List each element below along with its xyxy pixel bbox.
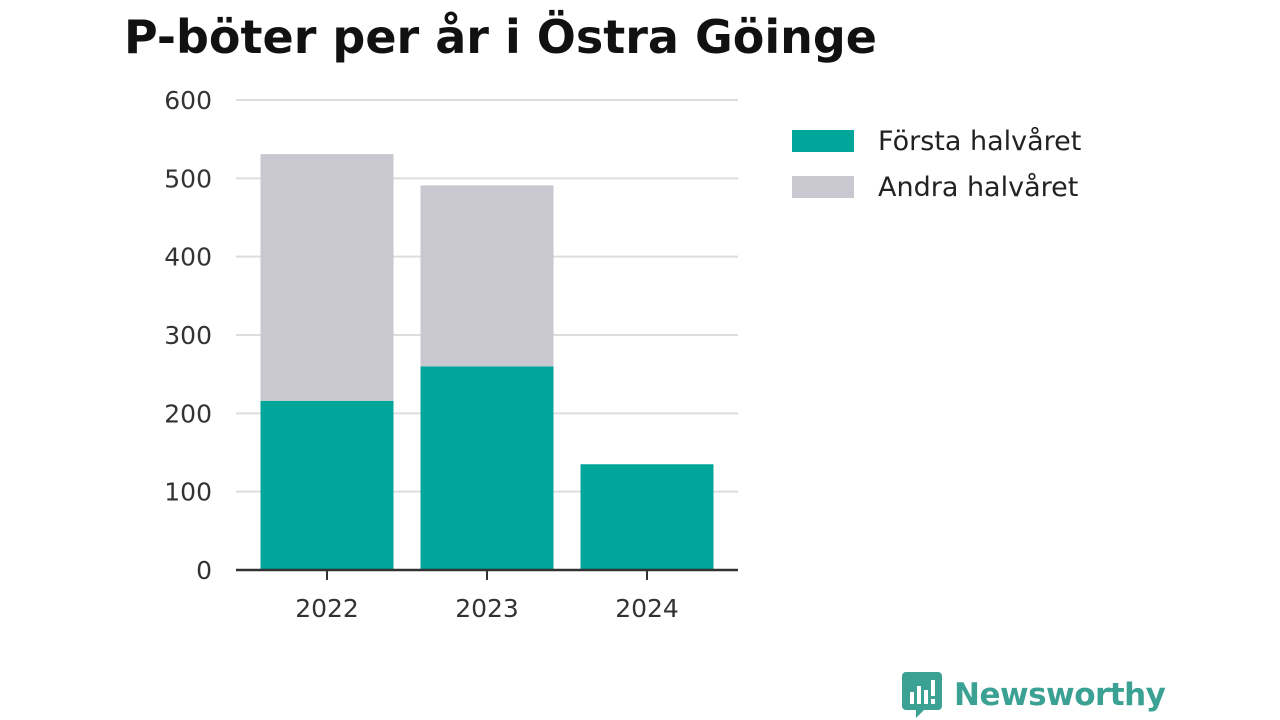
bar-first-half-2024 xyxy=(580,464,714,570)
legend-label-second-half: Andra halvåret xyxy=(878,171,1079,203)
brand: Newsworthy xyxy=(902,672,1166,718)
legend-item-first-half: Första halvåret xyxy=(792,118,1081,164)
y-tick-label: 100 xyxy=(164,478,212,507)
chart-title: P-böter per år i Östra Göinge xyxy=(124,10,877,64)
y-tick-label: 200 xyxy=(164,399,212,428)
bar-second-half-2023 xyxy=(420,185,554,367)
legend-item-second-half: Andra halvåret xyxy=(792,164,1081,210)
brand-name: Newsworthy xyxy=(954,677,1166,713)
x-tick-label: 2023 xyxy=(455,594,519,623)
x-tick-label: 2022 xyxy=(295,594,359,623)
x-tick-label: 2024 xyxy=(615,594,679,623)
y-tick-label: 600 xyxy=(164,86,212,115)
bar-first-half-2022 xyxy=(260,400,394,570)
bar-second-half-2022 xyxy=(260,154,394,401)
legend-swatch-second-half xyxy=(792,176,854,198)
newsworthy-logo-icon xyxy=(902,672,942,718)
y-tick-label: 300 xyxy=(164,321,212,350)
bar-first-half-2023 xyxy=(420,366,554,570)
legend: Första halvåret Andra halvåret xyxy=(792,118,1081,210)
y-tick-label: 500 xyxy=(164,164,212,193)
legend-label-first-half: Första halvåret xyxy=(878,125,1082,157)
legend-swatch-first-half xyxy=(792,130,854,152)
y-tick-label: 400 xyxy=(164,243,212,272)
y-tick-label: 0 xyxy=(196,556,212,585)
